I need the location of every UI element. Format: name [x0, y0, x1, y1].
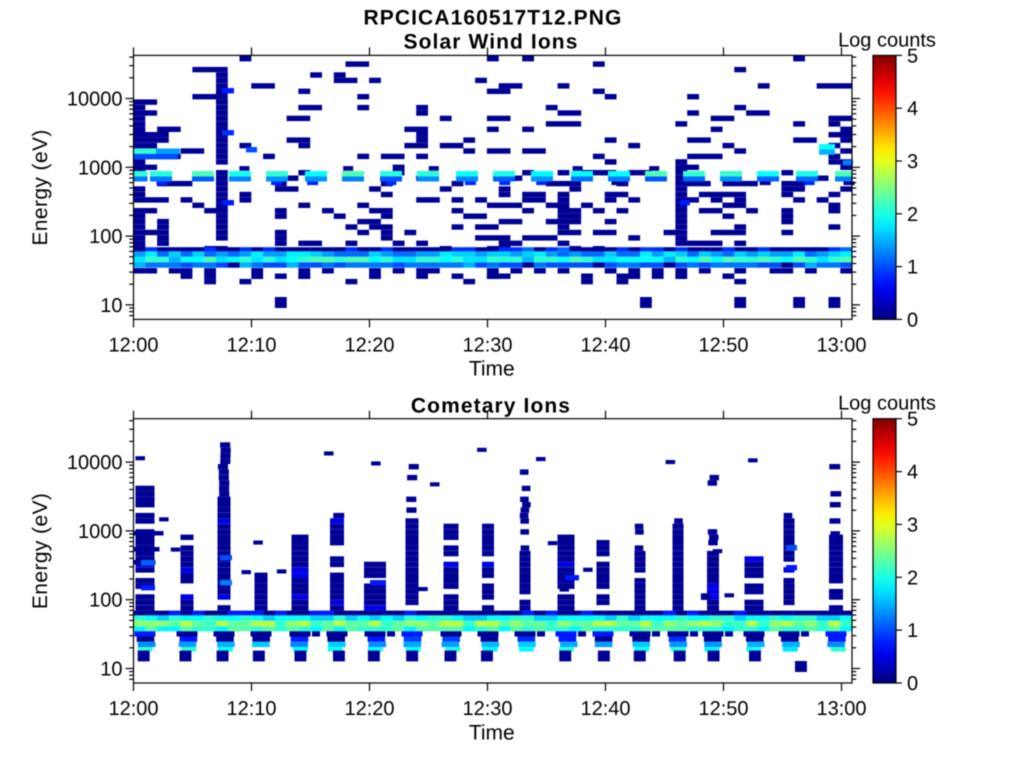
- svg-text:Solar Wind Ions: Solar Wind Ions: [404, 31, 579, 54]
- svg-text:0: 0: [907, 309, 918, 331]
- svg-text:12:50: 12:50: [698, 334, 748, 356]
- svg-text:Energy (eV): Energy (eV): [29, 129, 52, 245]
- svg-text:12:20: 12:20: [344, 334, 394, 356]
- svg-text:12:10: 12:10: [226, 334, 276, 356]
- svg-text:3: 3: [907, 514, 918, 536]
- svg-text:4: 4: [907, 462, 918, 484]
- svg-text:3: 3: [907, 151, 918, 173]
- svg-text:12:40: 12:40: [580, 698, 630, 720]
- svg-text:12:00: 12:00: [108, 698, 158, 720]
- svg-text:1000: 1000: [78, 521, 123, 543]
- svg-text:12:20: 12:20: [344, 698, 394, 720]
- svg-text:Time: Time: [469, 358, 515, 381]
- svg-text:12:00: 12:00: [108, 334, 158, 356]
- svg-text:Log counts: Log counts: [838, 29, 936, 51]
- svg-text:10000: 10000: [67, 89, 123, 111]
- svg-text:0: 0: [907, 673, 918, 695]
- svg-text:10000: 10000: [67, 452, 123, 474]
- svg-text:Time: Time: [469, 721, 515, 744]
- svg-text:5: 5: [907, 409, 918, 431]
- svg-text:12:30: 12:30: [462, 698, 512, 720]
- svg-text:10: 10: [100, 659, 122, 681]
- svg-text:Log counts: Log counts: [838, 393, 936, 415]
- svg-text:1: 1: [907, 257, 918, 279]
- svg-text:4: 4: [907, 98, 918, 120]
- svg-text:12:50: 12:50: [698, 698, 748, 720]
- svg-text:13:00: 13:00: [816, 334, 866, 356]
- svg-text:Energy (eV): Energy (eV): [29, 493, 52, 609]
- svg-text:Cometary Ions: Cometary Ions: [411, 395, 571, 418]
- svg-text:2: 2: [907, 567, 918, 589]
- svg-text:100: 100: [89, 226, 122, 248]
- svg-text:RPCICA160517T12.PNG: RPCICA160517T12.PNG: [363, 7, 622, 30]
- svg-text:12:10: 12:10: [226, 698, 276, 720]
- svg-text:10: 10: [100, 295, 122, 317]
- svg-text:1: 1: [907, 620, 918, 642]
- svg-text:100: 100: [89, 590, 122, 612]
- svg-text:12:30: 12:30: [462, 334, 512, 356]
- svg-text:2: 2: [907, 204, 918, 226]
- svg-text:13:00: 13:00: [816, 698, 866, 720]
- svg-text:1000: 1000: [78, 157, 123, 179]
- svg-text:12:40: 12:40: [580, 334, 630, 356]
- svg-text:5: 5: [907, 45, 918, 67]
